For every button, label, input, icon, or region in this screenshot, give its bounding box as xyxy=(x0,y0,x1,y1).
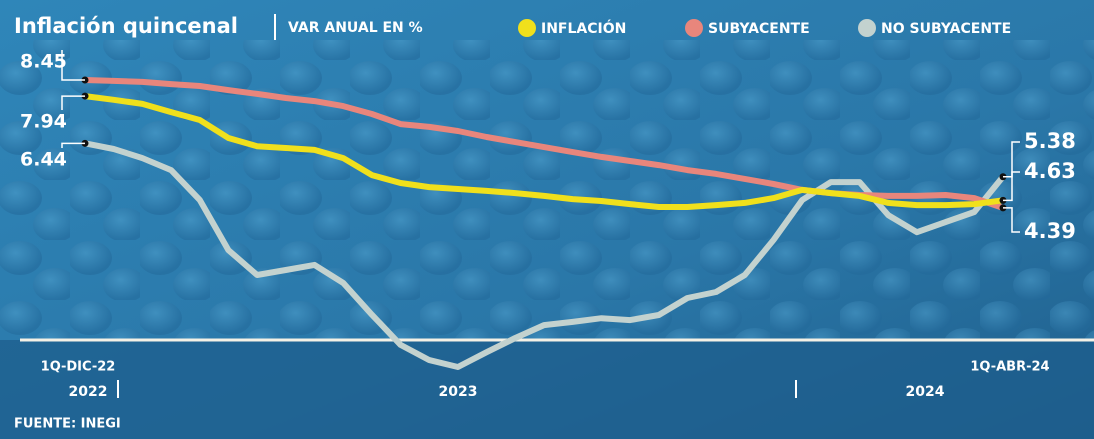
year-label: 2022 xyxy=(69,384,108,400)
axis-band xyxy=(0,340,1094,439)
data-label: 6.44 xyxy=(20,149,67,171)
legend-label: INFLACIÓN xyxy=(541,19,626,37)
data-label: 5.38 xyxy=(1024,129,1076,153)
legend-swatch xyxy=(685,19,703,37)
data-label: 4.63 xyxy=(1024,159,1076,183)
background-texture xyxy=(0,40,1094,340)
year-label: 2023 xyxy=(439,384,478,400)
legend-swatch xyxy=(858,19,876,37)
series-line xyxy=(82,93,1006,210)
legend-label: SUBYACENTE xyxy=(708,21,810,37)
leader-line xyxy=(1003,207,1020,233)
x-tick-label: 1Q-ABR-24 xyxy=(970,360,1049,375)
source: FUENTE: INEGI xyxy=(14,417,121,432)
leader-line xyxy=(61,95,85,110)
data-label: 8.45 xyxy=(20,51,67,73)
leader-line xyxy=(1003,141,1020,178)
legend-swatch xyxy=(518,19,536,37)
chart-subtitle: VAR ANUAL EN % xyxy=(288,20,423,36)
data-label: 4.39 xyxy=(1024,219,1076,243)
leader-line xyxy=(1003,171,1020,202)
leader-line xyxy=(61,50,85,81)
x-tick-label: 1Q-DIC-22 xyxy=(41,360,116,375)
year-label: 2024 xyxy=(906,384,945,400)
series-line xyxy=(82,140,1006,370)
chart-title: Inflación quincenal xyxy=(14,14,238,38)
leader-line xyxy=(61,142,85,148)
legend-label: NO SUBYACENTE xyxy=(881,21,1011,37)
data-label: 7.94 xyxy=(20,111,67,133)
